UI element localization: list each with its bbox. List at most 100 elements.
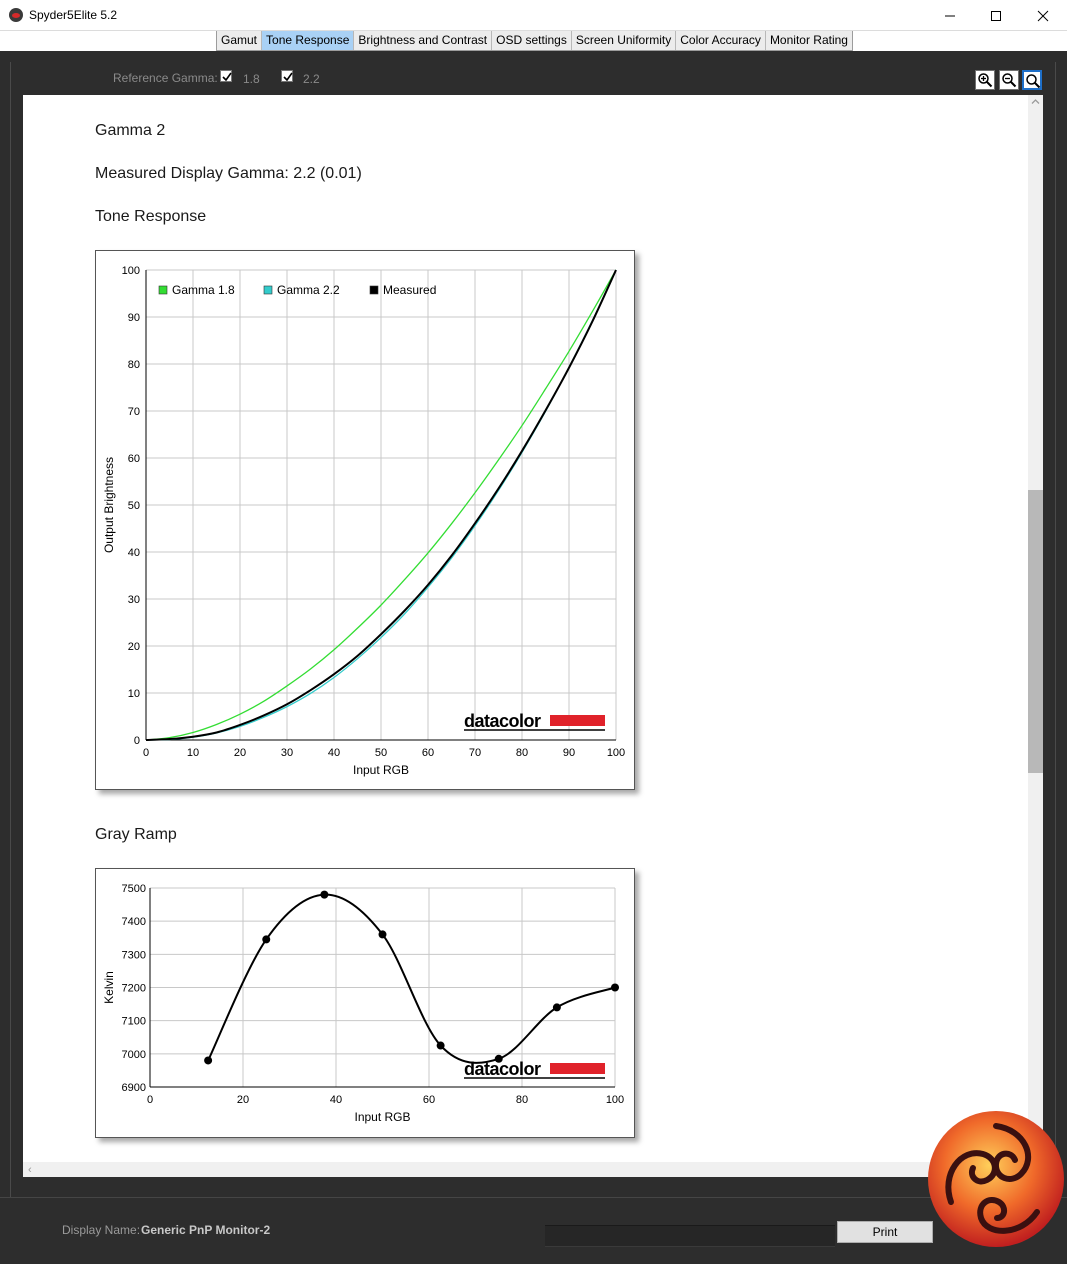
y-axis-label: Output Brightness [102,457,116,553]
gamma-1-8-label: 1.8 [243,72,260,86]
zoom-fit-button[interactable] [1022,70,1042,90]
y-tick-label: 7000 [122,1049,146,1061]
y-tick-label: 7100 [122,1016,146,1028]
x-tick-label: 80 [516,1094,528,1106]
y-tick-label: 80 [128,359,140,371]
y-tick-label: 60 [128,453,140,465]
zoom-in-icon [978,73,993,88]
y-tick-label: 100 [122,265,140,277]
gamma-2-2-checkbox[interactable] [281,70,293,82]
x-tick-label: 60 [423,1094,435,1106]
scroll-up-icon [1031,99,1040,104]
gamma-2-2-label: 2.2 [303,72,320,86]
close-icon [1037,10,1049,21]
reference-gamma-label: Reference Gamma: [113,71,218,85]
x-tick-label: 20 [234,747,246,759]
scroll-left-icon[interactable]: ‹ [28,1164,32,1176]
tone-response-heading: Tone Response [95,208,207,225]
gray-ramp-svg: 0 20 40 60 80 100 6900 7000 7100 7200 7300 7400 7500… [102,883,624,1124]
x-tick-label: 60 [422,747,434,759]
datacolor-logo-bar [550,715,605,726]
x-axis-label: Input RGB [353,763,409,777]
tab-color-accuracy[interactable]: Color Accuracy [676,31,766,50]
tab-tone-response[interactable]: Tone Response [262,31,355,50]
y-tick-label: 7400 [122,916,146,928]
title-bar: Spyder5Elite 5.2 [0,0,1067,31]
tone-response-chart: 0 10 20 30 40 50 60 70 80 90 100 0 10 20 30 40 50 60 70 80 9… [95,250,635,790]
frame-border-left [10,62,11,1197]
x-axis-label: Input RGB [354,1110,410,1124]
report-content: Gamma 2 Measured Display Gamma: 2.2 (0.0… [23,95,1029,1162]
tab-brightness-contrast[interactable]: Brightness and Contrast [354,31,493,50]
y-tick-label: 90 [128,312,140,324]
legend-label-1: Gamma 2.2 [277,283,340,297]
report-tabs: Gamut Tone Response Brightness and Contr… [216,31,853,51]
tab-gamut[interactable]: Gamut [217,31,263,50]
y-axis-label: Kelvin [102,971,116,1004]
print-button[interactable]: Print [837,1221,933,1243]
datacolor-logo-bar [550,1063,605,1074]
x-tick-label: 40 [328,747,340,759]
tab-osd-settings[interactable]: OSD settings [492,31,572,50]
measured-gamma-heading: Measured Display Gamma: 2.2 (0.01) [95,165,362,182]
series-line-0 [145,269,617,741]
zoom-out-icon [1002,73,1017,88]
tab-screen-uniformity[interactable]: Screen Uniformity [572,31,677,50]
checkmark-icon [283,72,293,82]
zoom-in-button[interactable] [975,70,995,90]
window-title: Spyder5Elite 5.2 [29,8,118,22]
datacolor-logo-text: datacolor [464,1059,541,1079]
gray-ramp-point [494,1054,503,1063]
zoom-out-button[interactable] [999,70,1019,90]
horizontal-scrollbar[interactable]: ‹ [23,1162,1029,1177]
minimize-button[interactable] [927,0,973,31]
x-tick-label: 10 [187,747,199,759]
minimize-icon [945,15,955,16]
y-tick-label: 40 [128,547,140,559]
gray-ramp-point [204,1056,213,1065]
x-tick-label: 80 [516,747,528,759]
datacolor-logo-text: datacolor [464,711,541,731]
gamma-1-8-checkbox[interactable] [220,70,232,82]
gray-ramp-chart: 0 20 40 60 80 100 6900 7000 7100 7200 7300 7400 7500… [95,868,635,1138]
x-tick-label: 40 [330,1094,342,1106]
maximize-icon [991,10,1001,21]
close-button[interactable] [1020,0,1066,31]
y-tick-label: 70 [128,406,140,418]
gray-ramp-point [552,1003,561,1012]
x-tick-label: 70 [469,747,481,759]
spyder-app-icon [9,8,23,22]
display-name-value: Generic PnP Monitor-2 [141,1223,271,1237]
tab-monitor-rating[interactable]: Monitor Rating [769,33,848,47]
y-tick-label: 30 [128,594,140,606]
x-tick-label: 100 [606,1094,624,1106]
reference-gamma-bar: Reference Gamma: 1.8 2.2 [0,66,1067,92]
frame-border-right [1055,62,1056,1197]
y-tick-label: 7300 [122,949,146,961]
x-tick-label: 20 [237,1094,249,1106]
vertical-scrollbar[interactable] [1028,95,1043,1162]
gray-ramp-point [436,1041,445,1050]
y-tick-label: 0 [134,735,140,747]
gray-ramp-point [611,983,619,992]
site-logo-watermark [928,1111,1064,1247]
legend-swatch-2 [369,285,379,295]
progress-bar [545,1225,835,1247]
display-name-label: Display Name: [62,1223,141,1237]
gray-ramp-line [207,893,616,1064]
x-tick-label: 50 [375,747,387,759]
gamma-heading: Gamma 2 [95,122,166,139]
y-tick-label: 7500 [122,883,146,895]
gray-ramp-heading: Gray Ramp [95,826,177,843]
legend-label-2: Measured [383,283,436,297]
maximize-button[interactable] [973,0,1019,31]
gray-ramp-point [378,930,387,939]
legend-swatch-1 [263,285,273,295]
vertical-scroll-thumb[interactable] [1028,490,1043,773]
series-line-2 [145,269,617,741]
y-tick-label: 6900 [122,1082,146,1094]
x-tick-label: 100 [607,747,625,759]
x-tick-label: 0 [143,747,149,759]
legend-label-0: Gamma 1.8 [172,283,235,297]
gray-ramp-point [262,935,271,944]
